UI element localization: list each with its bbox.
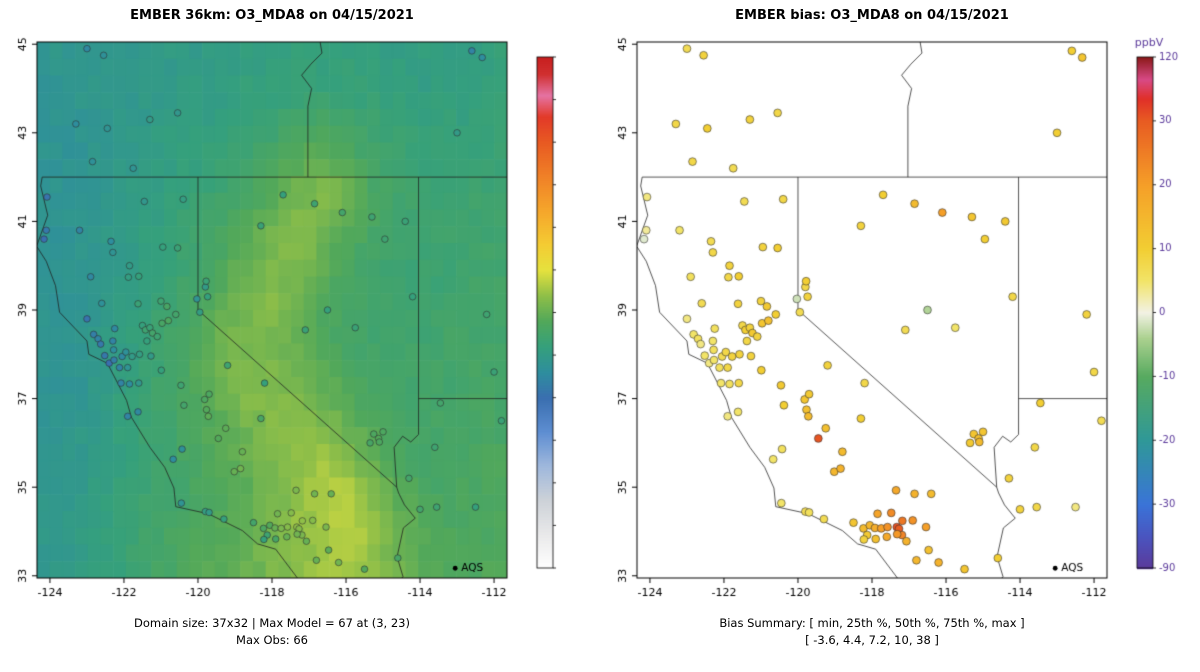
bias-map-panel: EMBER bias: O3_MDA8 on 04/15/2021 Bias S… bbox=[600, 0, 1200, 672]
bias-map-title: EMBER bias: O3_MDA8 on 04/15/2021 bbox=[735, 8, 1009, 23]
model-map-panel: EMBER 36km: O3_MDA8 on 04/15/2021 Domain… bbox=[0, 0, 600, 672]
model-map-caption-maxobs: Max Obs: 66 bbox=[236, 633, 308, 647]
model-map-canvas bbox=[0, 0, 600, 672]
bias-map-caption-summary-values: [ -3.6, 4.4, 7.2, 10, 38 ] bbox=[805, 633, 939, 647]
bias-map-caption-summary-label: Bias Summary: [ min, 25th %, 50th %, 75t… bbox=[719, 616, 1025, 630]
model-map-caption-domain: Domain size: 37x32 | Max Model = 67 at (… bbox=[133, 616, 410, 630]
bias-map-canvas bbox=[600, 0, 1200, 672]
model-map-title: EMBER 36km: O3_MDA8 on 04/15/2021 bbox=[130, 8, 414, 23]
